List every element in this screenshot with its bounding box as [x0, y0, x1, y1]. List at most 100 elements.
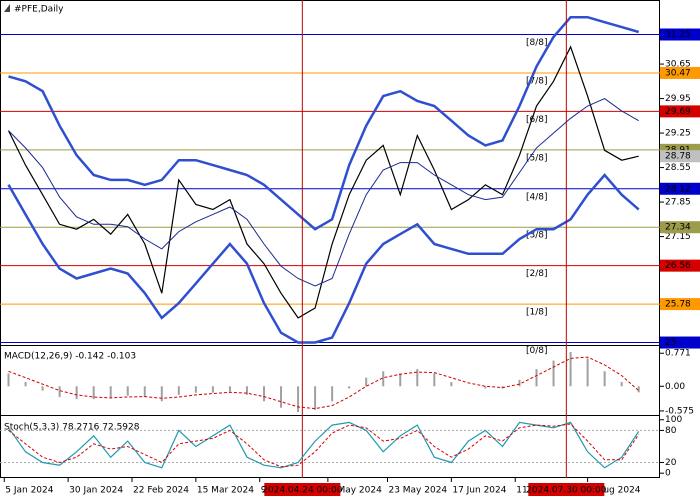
macd-bar — [194, 386, 197, 393]
macd-bar — [24, 382, 27, 387]
macd-bar — [314, 386, 317, 410]
date-marker-box — [528, 483, 605, 496]
x-tick-label: 30 Jan 2024 — [69, 486, 123, 496]
macd-bar — [245, 386, 248, 395]
macd-bar — [160, 386, 163, 402]
y-tick-label: 0 — [665, 469, 671, 479]
level-price-label: 25.78 — [665, 300, 691, 310]
level-price-box — [660, 221, 700, 234]
macd-bar — [263, 386, 265, 402]
chart-title: #PFE,Daily — [14, 5, 64, 15]
macd-bar — [41, 386, 44, 391]
macd-bar — [433, 373, 436, 387]
plot-frame — [0, 0, 660, 478]
macd-bar — [92, 386, 95, 400]
level-price-label: 31.25 — [665, 30, 691, 40]
x-tick-label: 23 May 2024 — [388, 486, 447, 496]
level-price-box — [660, 298, 700, 311]
level-price-label: 27.34 — [665, 223, 691, 233]
last-price-label: 28.78 — [665, 152, 691, 162]
y-tick-label: 20 — [665, 458, 677, 468]
murray-level-label: [4/8] — [526, 192, 548, 202]
date-marker-label: 2024.07.30 00:00 — [526, 486, 607, 496]
macd-bar — [280, 386, 283, 408]
macd-bar — [228, 386, 231, 392]
y-tick-label: 27.15 — [665, 232, 691, 242]
macd-bar — [620, 382, 623, 387]
level-price-label: 28.12 — [665, 184, 691, 194]
macd-signal — [8, 356, 640, 410]
macd-bar — [331, 386, 334, 402]
murray-level-label: [0/8] — [526, 346, 548, 356]
macd-bar — [58, 386, 61, 397]
macd-bar — [399, 373, 402, 387]
macd-bar — [603, 371, 606, 387]
macd-bar — [382, 371, 385, 387]
macd-bar — [75, 386, 78, 400]
macd-bar — [109, 386, 112, 399]
murray-level-label: [7/8] — [526, 76, 548, 86]
x-tick-label: 15 Mar 2024 — [197, 486, 254, 496]
macd-bar — [143, 386, 146, 397]
macd-bar — [348, 386, 351, 389]
murray-level-label: [3/8] — [526, 231, 548, 241]
murray-level-label: [1/8] — [526, 308, 548, 318]
macd-bar — [7, 373, 10, 387]
level-price-box — [660, 105, 700, 118]
macd-bar — [484, 386, 487, 389]
x-tick-label: 22 Feb 2024 — [133, 486, 189, 496]
band-line — [7, 173, 640, 344]
macd-bar — [535, 369, 538, 387]
y-tick-label: 0.771 — [665, 349, 691, 359]
level-price-box — [660, 28, 700, 41]
macd-bar — [552, 360, 555, 387]
band-line — [8, 15, 640, 231]
level-price-label: 29.69 — [665, 107, 691, 117]
y-tick-label: 29.95 — [665, 94, 691, 104]
x-tick-label: 2 May 2024 — [329, 486, 382, 496]
level-price-box — [660, 336, 700, 349]
macd-bar — [365, 377, 368, 387]
symbol-icon — [4, 4, 10, 12]
level-price-box — [660, 182, 700, 195]
date-marker-label: 2024.04.24 00:00 — [262, 486, 343, 496]
y-tick-label: 0.00 — [665, 382, 685, 392]
stoch-title: Stoch(5,3,3) 78.2716 72.5928 — [4, 423, 140, 433]
macd-bar — [177, 386, 180, 395]
macd-bar — [297, 386, 300, 412]
murray-level-label: [6/8] — [526, 115, 548, 125]
y-tick-label: 80 — [665, 426, 677, 436]
y-tick-label: 30.65 — [665, 60, 691, 70]
x-tick-label: 5 Jan 2024 — [5, 486, 53, 496]
price-line — [7, 45, 639, 319]
band-line — [8, 98, 639, 287]
macd-title: MACD(12,26,9) -0.142 -0.103 — [4, 352, 136, 362]
macd-bar — [211, 386, 214, 393]
murray-level-label: [2/8] — [526, 269, 548, 279]
macd-bar — [569, 352, 572, 387]
x-tick-label: 2 Aug 2024 — [589, 486, 641, 496]
x-tick-label: 17 Jun 2024 — [452, 486, 506, 496]
level-price-label: 26.56 — [665, 261, 691, 271]
macd-bar — [637, 386, 640, 393]
level-price-label: 30.47 — [665, 68, 691, 78]
macd-bar — [586, 358, 589, 387]
level-price-box — [660, 66, 700, 79]
macd-bar — [126, 386, 129, 396]
last-price-box — [660, 150, 700, 163]
level-price-label: 25 — [665, 338, 676, 348]
level-price-box — [660, 259, 700, 272]
y-tick-label: 100 — [665, 415, 682, 425]
stoch-main — [8, 421, 640, 469]
macd-bar — [416, 369, 419, 387]
macd-bar — [518, 379, 521, 387]
y-tick-label: 29.25 — [665, 129, 691, 139]
y-tick-label: -0.575 — [665, 406, 694, 416]
murray-level-label: [5/8] — [526, 153, 548, 163]
macd-bar — [450, 382, 453, 387]
murray-level-label: [8/8] — [526, 38, 548, 48]
y-tick-label: 28.55 — [665, 163, 691, 173]
stoch-signal — [8, 423, 640, 468]
date-marker-box — [264, 483, 341, 496]
